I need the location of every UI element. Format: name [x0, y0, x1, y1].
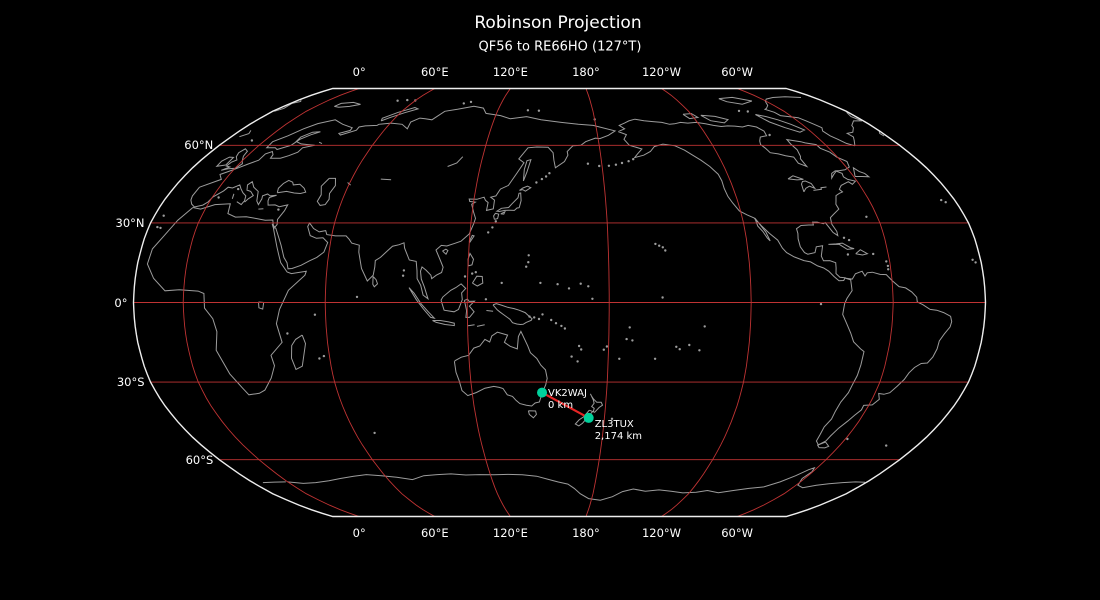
- geodesic-path-line: [540, 391, 590, 420]
- lon-tick-label-top: 120°E: [492, 65, 528, 79]
- station-distance: 2,174 km: [594, 431, 643, 443]
- lon-tick-label-top: 60°W: [721, 65, 753, 79]
- station-marker-VK2WAJ: [537, 387, 548, 398]
- lat-tick-label: 30°N: [115, 215, 145, 230]
- lon-tick-label-top: 180°: [572, 65, 600, 79]
- plot-title: Robinson Projection: [474, 13, 642, 33]
- lon-tick-label-bottom: 60°W: [721, 526, 753, 540]
- station-label-VK2WAJ: VK2WAJ 0 km: [548, 388, 587, 413]
- plot-subtitle: QF56 to RE66HO (127°T): [478, 39, 642, 55]
- lon-tick-label-bottom: 180°: [572, 526, 600, 540]
- lat-tick-label: 30°S: [116, 375, 145, 390]
- lon-tick-label-bottom: 60°E: [420, 526, 449, 540]
- lon-tick-label-top: 60°E: [420, 65, 449, 79]
- map-outline: [132, 87, 987, 518]
- station-label-ZL3TUX: ZL3TUX 2,174 km: [595, 419, 642, 444]
- lon-tick-label-bottom: 0°: [352, 526, 366, 540]
- lon-tick-label-bottom: 120°E: [492, 526, 528, 540]
- lon-tick-label-top: 120°W: [641, 65, 682, 79]
- lat-tick-label: 0°: [114, 295, 128, 310]
- station-callsign: VK2WAJ: [548, 387, 587, 399]
- graticule: [133, 88, 986, 517]
- lon-tick-label-bottom: 120°W: [641, 526, 682, 540]
- lat-tick-label: 60°S: [185, 452, 214, 467]
- lon-tick-label-top: 0°: [352, 65, 366, 79]
- station-callsign: ZL3TUX: [594, 418, 634, 430]
- lat-tick-label: 60°N: [184, 138, 214, 153]
- coastlines: [146, 96, 953, 501]
- station-distance: 0 km: [548, 400, 574, 412]
- station-marker-ZL3TUX: [583, 412, 594, 423]
